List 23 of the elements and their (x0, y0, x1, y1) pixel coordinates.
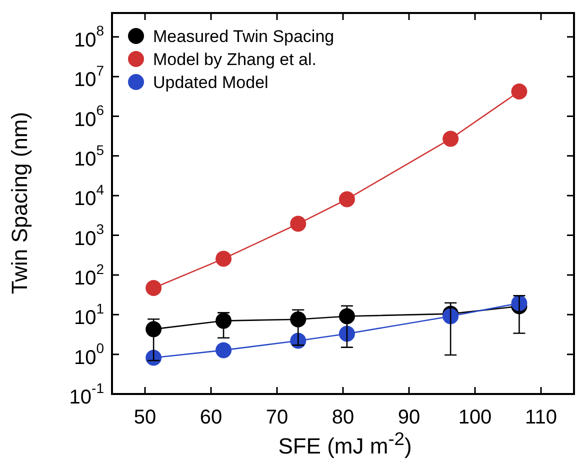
x-axis-title: SFE (mJ m$^{-2}$) (277, 428, 413, 460)
x-tick-label: 110 (525, 406, 557, 429)
legend-label: Updated Model (153, 73, 268, 92)
y-axis-title: Twin Spacing (nm) (7, 110, 33, 296)
x-tick-label: 80 (332, 406, 354, 429)
point (146, 280, 162, 296)
point (338, 308, 355, 324)
point (338, 326, 355, 342)
x-tick-label: 50 (134, 406, 156, 429)
legend-label: Model by Zhang et al. (153, 50, 316, 69)
point (442, 130, 459, 147)
x-tick-label: 60 (200, 406, 222, 429)
x-tick-label: 90 (398, 406, 420, 429)
point (290, 216, 306, 232)
point (511, 84, 528, 100)
point (338, 191, 355, 208)
legend-label: Measured Twin Spacing (153, 27, 334, 46)
point (216, 342, 232, 358)
x-tick-label: 100 (458, 406, 492, 429)
point (146, 321, 162, 338)
x-tick-label: 70 (266, 406, 288, 429)
point (216, 312, 232, 329)
point (216, 250, 232, 267)
